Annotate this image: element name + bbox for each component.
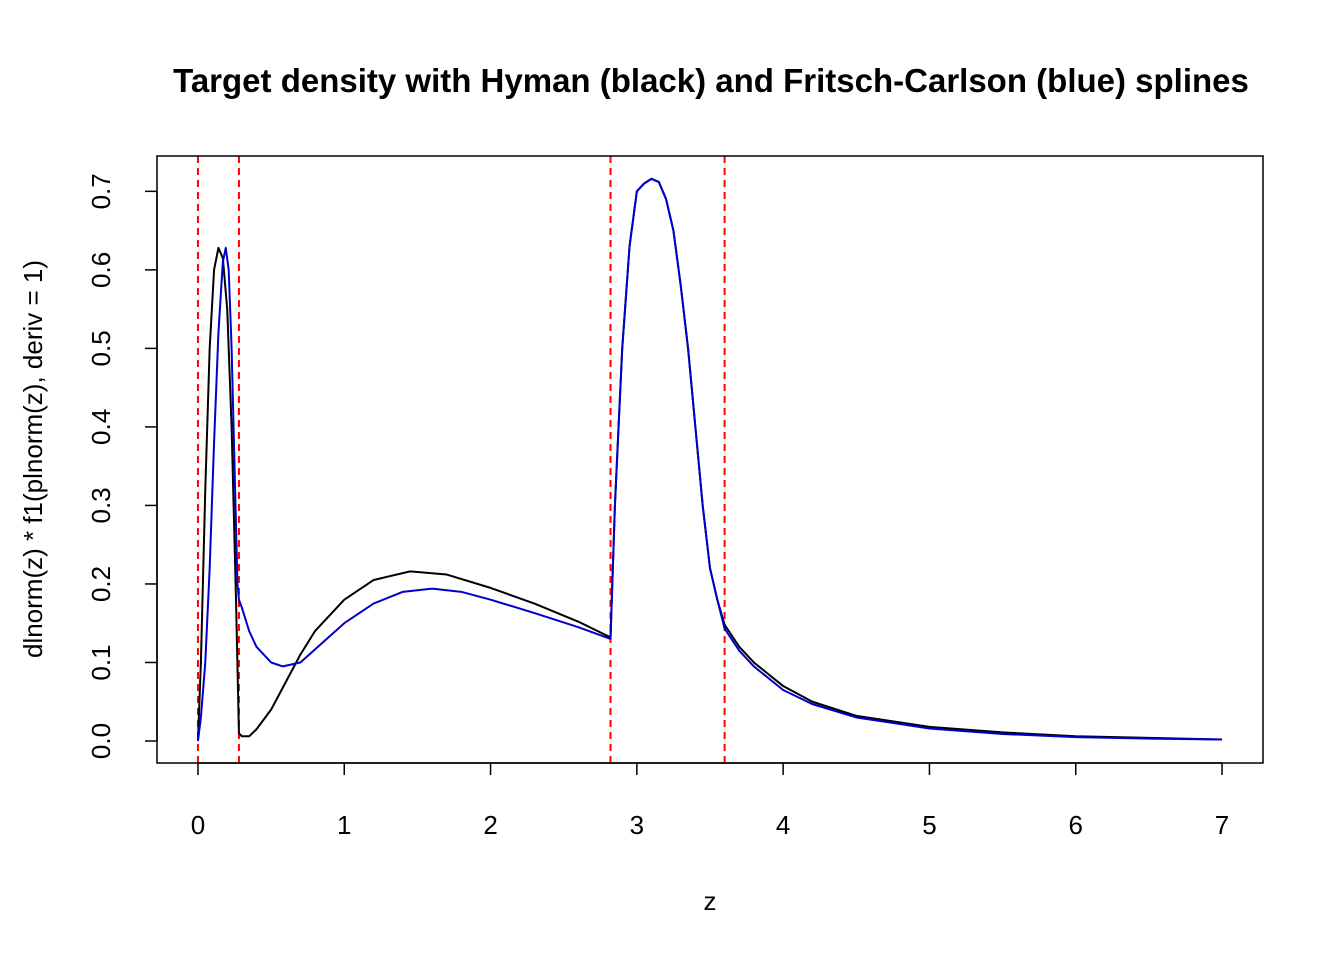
y-tick-label: 0.1 xyxy=(86,644,116,680)
y-tick-label: 0.2 xyxy=(86,566,116,602)
x-axis-label: z xyxy=(704,886,717,916)
x-tick-label: 2 xyxy=(483,810,497,840)
x-tick-label: 6 xyxy=(1069,810,1083,840)
y-axis-label: dlnorm(z) * f1(plnorm(z), deriv = 1) xyxy=(18,260,48,658)
x-tick-label: 0 xyxy=(191,810,205,840)
reference-lines xyxy=(196,156,726,763)
y-tick-label: 0.3 xyxy=(86,487,116,523)
y-axis: 0.0 0.1 0.2 0.3 0.4 0.5 0.6 0.7 xyxy=(86,173,158,759)
chart-title: Target density with Hyman (black) and Fr… xyxy=(173,62,1249,99)
y-tick-label: 0.6 xyxy=(86,252,116,288)
series-line-1 xyxy=(196,177,1223,742)
y-tick-label: 0.7 xyxy=(86,173,116,209)
x-tick-label: 1 xyxy=(337,810,351,840)
plot-frame xyxy=(156,155,1264,764)
y-tick-label: 0.0 xyxy=(86,723,116,759)
x-tick-label: 4 xyxy=(776,810,790,840)
x-tick-label: 3 xyxy=(630,810,644,840)
series-layer xyxy=(196,177,1223,742)
series-line-2 xyxy=(196,177,1223,742)
y-tick-label: 0.4 xyxy=(86,409,116,445)
x-axis: 0 1 2 3 4 5 6 7 xyxy=(191,762,1229,840)
x-tick-label: 5 xyxy=(922,810,936,840)
y-tick-label: 0.5 xyxy=(86,330,116,366)
x-tick-label: 7 xyxy=(1215,810,1229,840)
